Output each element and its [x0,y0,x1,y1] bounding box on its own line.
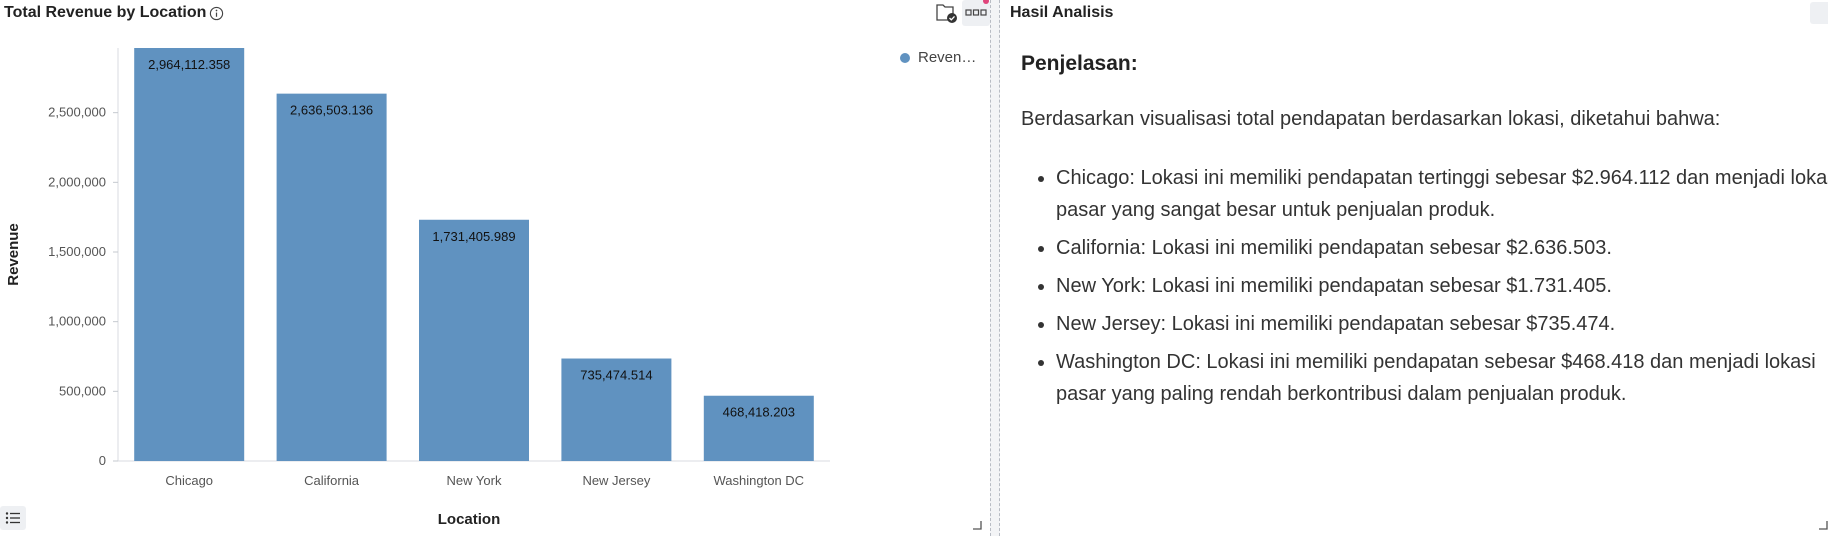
bar[interactable] [703,395,814,461]
y-tick-label: 1,500,000 [48,244,106,259]
x-tick-label: California [304,473,360,488]
bar-value-label: 2,964,112.358 [148,57,230,72]
bar-value-label: 2,636,503.136 [290,103,373,118]
bar[interactable] [134,48,245,461]
analysis-panel: Hasil Analisis [1000,0,1828,536]
chart-title-text: Total Revenue by Location [4,4,207,21]
y-axis-title: Revenue [5,223,22,286]
x-axis-title: Location [438,511,501,528]
list-item: California: Lokasi ini memiliki pendapat… [1056,232,1828,264]
x-tick-label: Washington DC [714,473,805,488]
bar-chart: 0 500,000 1,000,000 1,500,000 2,000,000 2,500… [5,48,830,528]
list-item: Chicago: Lokasi ini memiliki pendapatan … [1056,162,1828,226]
list-view-icon[interactable] [0,506,26,530]
notification-dot-icon [983,0,989,4]
bar[interactable] [419,219,529,461]
analysis-intro: Berdasarkan visualisasi total pendapatan… [1021,108,1721,130]
analysis-more-options-icon[interactable] [1810,2,1828,24]
bar-value-label: 735,474.514 [580,368,652,383]
list-item: New York: Lokasi ini memiliki pendapatan… [1056,270,1828,302]
analysis-resize-handle-icon[interactable] [1818,520,1828,530]
chart-title: Total Revenue by Location [4,4,224,22]
chart-panel: Total Revenue by Location 0 500,000 1,000,… [0,0,990,530]
x-tick-label: Chicago [165,473,213,488]
x-tick-label: New Jersey [582,473,650,488]
analysis-title: Hasil Analisis [1010,4,1114,21]
analysis-list: Chicago: Lokasi ini memiliki pendapatan … [1021,162,1828,416]
resize-handle-icon[interactable] [972,520,982,530]
legend-label: Reven… [918,49,977,66]
y-tick-label: 1,000,000 [48,314,106,329]
bar[interactable] [561,358,672,461]
chart-legend[interactable]: Reven… [900,49,976,66]
bar-value-label: 1,731,405.989 [432,229,515,244]
y-tick-label: 2,000,000 [48,174,106,189]
bar-value-label: 468,418.203 [723,405,795,420]
bar[interactable] [276,93,387,462]
panel-divider[interactable] [990,0,1000,536]
folder-check-icon[interactable] [934,0,958,26]
x-tick-label: New York [447,473,502,488]
y-tick-label: 2,500,000 [48,105,106,120]
y-tick-label: 0 [99,453,106,468]
legend-swatch [900,52,910,63]
analysis-heading: Penjelasan: [1021,52,1138,75]
more-options-icon[interactable] [962,0,990,26]
y-tick-label: 500,000 [59,383,106,398]
info-icon[interactable] [209,6,224,21]
list-item: Washington DC: Lokasi ini memiliki penda… [1056,346,1828,410]
list-item: New Jersey: Lokasi ini memiliki pendapat… [1056,308,1828,340]
